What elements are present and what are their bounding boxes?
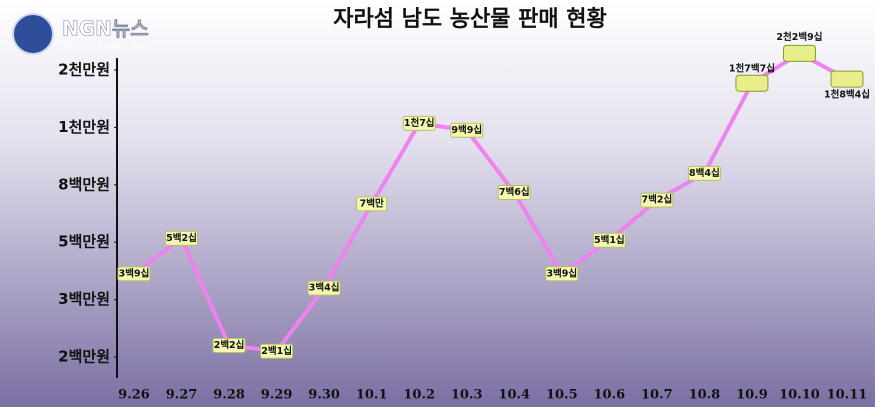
- value-label: 3백9십: [119, 267, 150, 279]
- value-label: 7백6십: [499, 186, 530, 198]
- x-tick-label: 9.29: [261, 388, 293, 403]
- value-label: 1천7십: [404, 117, 435, 129]
- x-tick-label: 10.1: [356, 388, 388, 403]
- value-label: 9백9십: [451, 124, 482, 136]
- point-marker: [687, 165, 721, 181]
- x-tick-label: 10.3: [451, 388, 483, 403]
- value-label: 5백2십: [166, 232, 197, 244]
- point-marker: [402, 115, 436, 131]
- point-marker: [545, 266, 579, 282]
- x-tick-label: 10.4: [498, 388, 530, 403]
- point-marker: [356, 196, 388, 212]
- value-label: 5백1십: [594, 234, 625, 246]
- point-marker: [735, 74, 769, 92]
- value-label: 3백4십: [309, 282, 340, 294]
- x-tick-label: 10.10: [779, 388, 820, 403]
- point-marker: [212, 338, 246, 354]
- y-tick-label: 1천만원: [58, 118, 110, 136]
- y-tick-label: 2천만원: [58, 61, 110, 79]
- point-marker: [497, 184, 531, 200]
- x-tick-label: 10.7: [641, 388, 673, 403]
- value-label: 1천8백4십: [824, 89, 870, 101]
- point-marker: [640, 192, 674, 208]
- x-tick-label: 9.27: [166, 388, 198, 403]
- y-tick-label: 8백만원: [58, 175, 110, 193]
- value-label: 2백1십: [261, 345, 292, 357]
- x-tick-label: 10.8: [689, 388, 721, 403]
- value-label: 8백4십: [689, 167, 720, 179]
- x-tick-label: 9.30: [308, 388, 340, 403]
- line: [132, 51, 848, 354]
- x-tick-label: 10.11: [827, 388, 868, 403]
- value-label: 7백만: [360, 197, 384, 209]
- point-marker: [782, 44, 816, 62]
- point-marker: [260, 343, 294, 359]
- x-tick-label: 10.2: [403, 388, 435, 403]
- logo-tagline: Nocut Gangwon News: [64, 42, 152, 51]
- value-label: 2백2십: [214, 339, 245, 351]
- y-tick-label: 5백만원: [58, 233, 110, 251]
- x-tick-label: 10.9: [736, 388, 768, 403]
- point-marker: [117, 266, 151, 282]
- x-tick-label: 9.28: [213, 388, 245, 403]
- point-marker: [165, 230, 199, 246]
- logo-text: NGN뉴스: [62, 17, 149, 41]
- x-tick-label: 10.5: [546, 388, 578, 403]
- x-tick-label: 10.6: [593, 388, 625, 403]
- logo-mark: [12, 13, 54, 55]
- y-tick-label: 3백만원: [58, 290, 110, 308]
- x-tick-label: 9.26: [118, 388, 150, 403]
- chart-title: 자라섬 남도 농산물 판매 현황: [333, 7, 607, 32]
- value-label: 1천7백7십: [729, 63, 775, 75]
- point-marker: [830, 70, 864, 88]
- value-label: 7백2십: [642, 194, 673, 206]
- value-label: 2천2백9십: [776, 31, 822, 43]
- value-label: 3백9십: [546, 267, 577, 279]
- point-marker: [307, 280, 341, 296]
- y-tick-label: 2백만원: [58, 348, 110, 366]
- point-marker: [592, 232, 626, 248]
- point-marker: [450, 122, 484, 138]
